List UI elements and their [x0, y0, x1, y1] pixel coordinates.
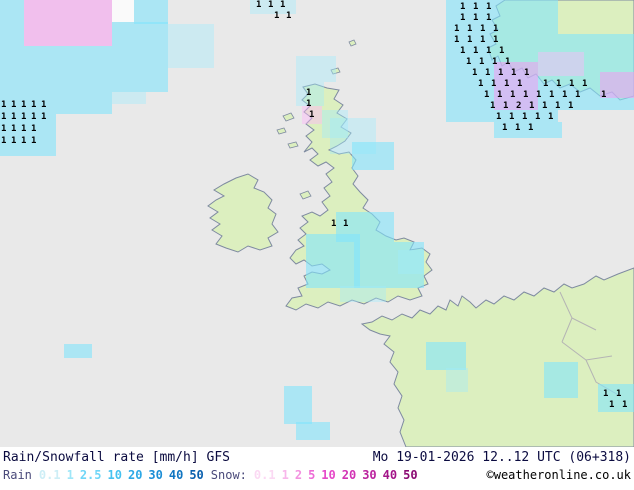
snow-legend-label: Snow:	[210, 468, 247, 482]
map-title: Rain/Snowfall rate [mm/h] GFS	[3, 450, 230, 465]
legend-value: 5	[308, 468, 316, 482]
legend-value: 50	[403, 468, 418, 482]
legend-value: 50	[189, 468, 204, 482]
island-isle-of-man	[299, 190, 312, 200]
legend-value: 40	[168, 468, 184, 482]
coastline-ireland	[207, 173, 279, 253]
coastline-norway	[487, 0, 634, 101]
legend-value: 2.5	[79, 468, 102, 482]
legend-value: 20	[127, 468, 143, 482]
coastline-svg	[207, 0, 634, 447]
legend-value: 40	[382, 468, 398, 482]
snow-scale: 0.1 1 2 5 10 20 30 40 50	[254, 468, 418, 482]
legend-value: 0.1	[38, 468, 61, 482]
island-hebrides	[276, 112, 299, 149]
legend-value: 30	[148, 468, 163, 482]
island-orkney-shetland	[330, 39, 357, 75]
legend-value: 1	[66, 468, 74, 482]
title-row: Rain/Snowfall rate [mm/h] GFS Mo 19-01-2…	[0, 447, 634, 465]
legend-value: 30	[362, 468, 377, 482]
legend-value: 0.1	[253, 468, 276, 482]
legend-value: 10	[321, 468, 336, 482]
legend-value: 2	[294, 468, 303, 482]
legend-value: 10	[107, 468, 122, 482]
country-borders	[559, 291, 621, 397]
rain-scale: 0.1 1 2.5 10 20 30 40 50	[39, 468, 204, 482]
copyright: ©weatheronline.co.uk	[486, 468, 632, 482]
map-datetime: Mo 19-01-2026 12..12 UTC (06+318)	[372, 450, 631, 465]
legend-value: 20	[341, 468, 357, 482]
legend-footer: Rain/Snowfall rate [mm/h] GFS Mo 19-01-2…	[0, 447, 634, 490]
legend-value: 1	[281, 468, 289, 482]
rain-legend-label: Rain	[3, 468, 32, 482]
legend-row: Rain 0.1 1 2.5 10 20 30 40 50 Snow: 0.1 1 2 5 10 20 3…	[0, 465, 634, 482]
coastline-france	[360, 267, 634, 447]
